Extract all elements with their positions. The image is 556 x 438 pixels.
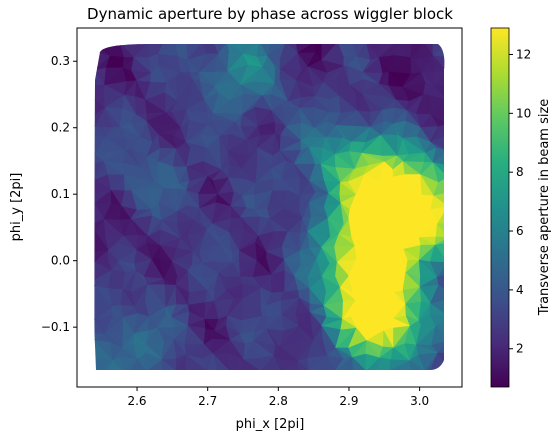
plot-frame <box>76 27 463 388</box>
x-tick-label: 2.8 <box>269 394 288 408</box>
y-tick-label: 0.0 <box>51 254 70 268</box>
heatmap-cell <box>410 44 425 58</box>
x-tick-label: 2.7 <box>198 394 217 408</box>
heatmap-cell <box>266 44 287 57</box>
heatmap-cell <box>213 44 228 55</box>
x-axis-ticks: 2.6 2.7 2.8 2.9 3.0 <box>127 387 429 408</box>
x-tick-label: 3.0 <box>410 394 429 408</box>
heatmap-cell <box>351 44 367 57</box>
colorbar-tick-label: 4 <box>516 283 524 297</box>
heatmap-cell <box>133 44 149 58</box>
heatmap-cell <box>158 44 177 54</box>
heatmap-cell <box>321 44 339 61</box>
heatmap-cell <box>295 44 317 53</box>
aperture-heatmap <box>94 44 445 370</box>
heatmap-cell <box>378 44 398 58</box>
colorbar-tick-label: 12 <box>516 47 531 61</box>
colorbar-tick-label: 2 <box>516 342 524 356</box>
y-tick-label: −0.1 <box>41 320 70 334</box>
colorbar <box>490 27 510 388</box>
colorbar-ticks: 2 4 6 8 10 12 <box>509 47 531 356</box>
colorbar-tick-label: 6 <box>516 224 524 238</box>
x-tick-label: 2.6 <box>127 394 146 408</box>
chart-title: Dynamic aperture by phase across wiggler… <box>87 5 453 23</box>
y-tick-label: 0.2 <box>51 121 70 135</box>
heatmap-cell <box>186 44 203 61</box>
x-tick-label: 2.9 <box>339 394 358 408</box>
y-axis-ticks: −0.1 0.0 0.1 0.2 0.3 <box>41 54 77 334</box>
y-tick-label: 0.3 <box>51 54 70 68</box>
colorbar-tick-label: 10 <box>516 106 531 120</box>
colorbar-tick-label: 8 <box>516 165 524 179</box>
y-tick-label: 0.1 <box>51 187 70 201</box>
x-axis-label: phi_x [2pi] <box>236 417 305 432</box>
y-axis-label: phi_y [2pi] <box>9 173 24 242</box>
heatmap-cell <box>242 44 261 54</box>
colorbar-label: Transverse aperture in beam size <box>537 99 552 317</box>
